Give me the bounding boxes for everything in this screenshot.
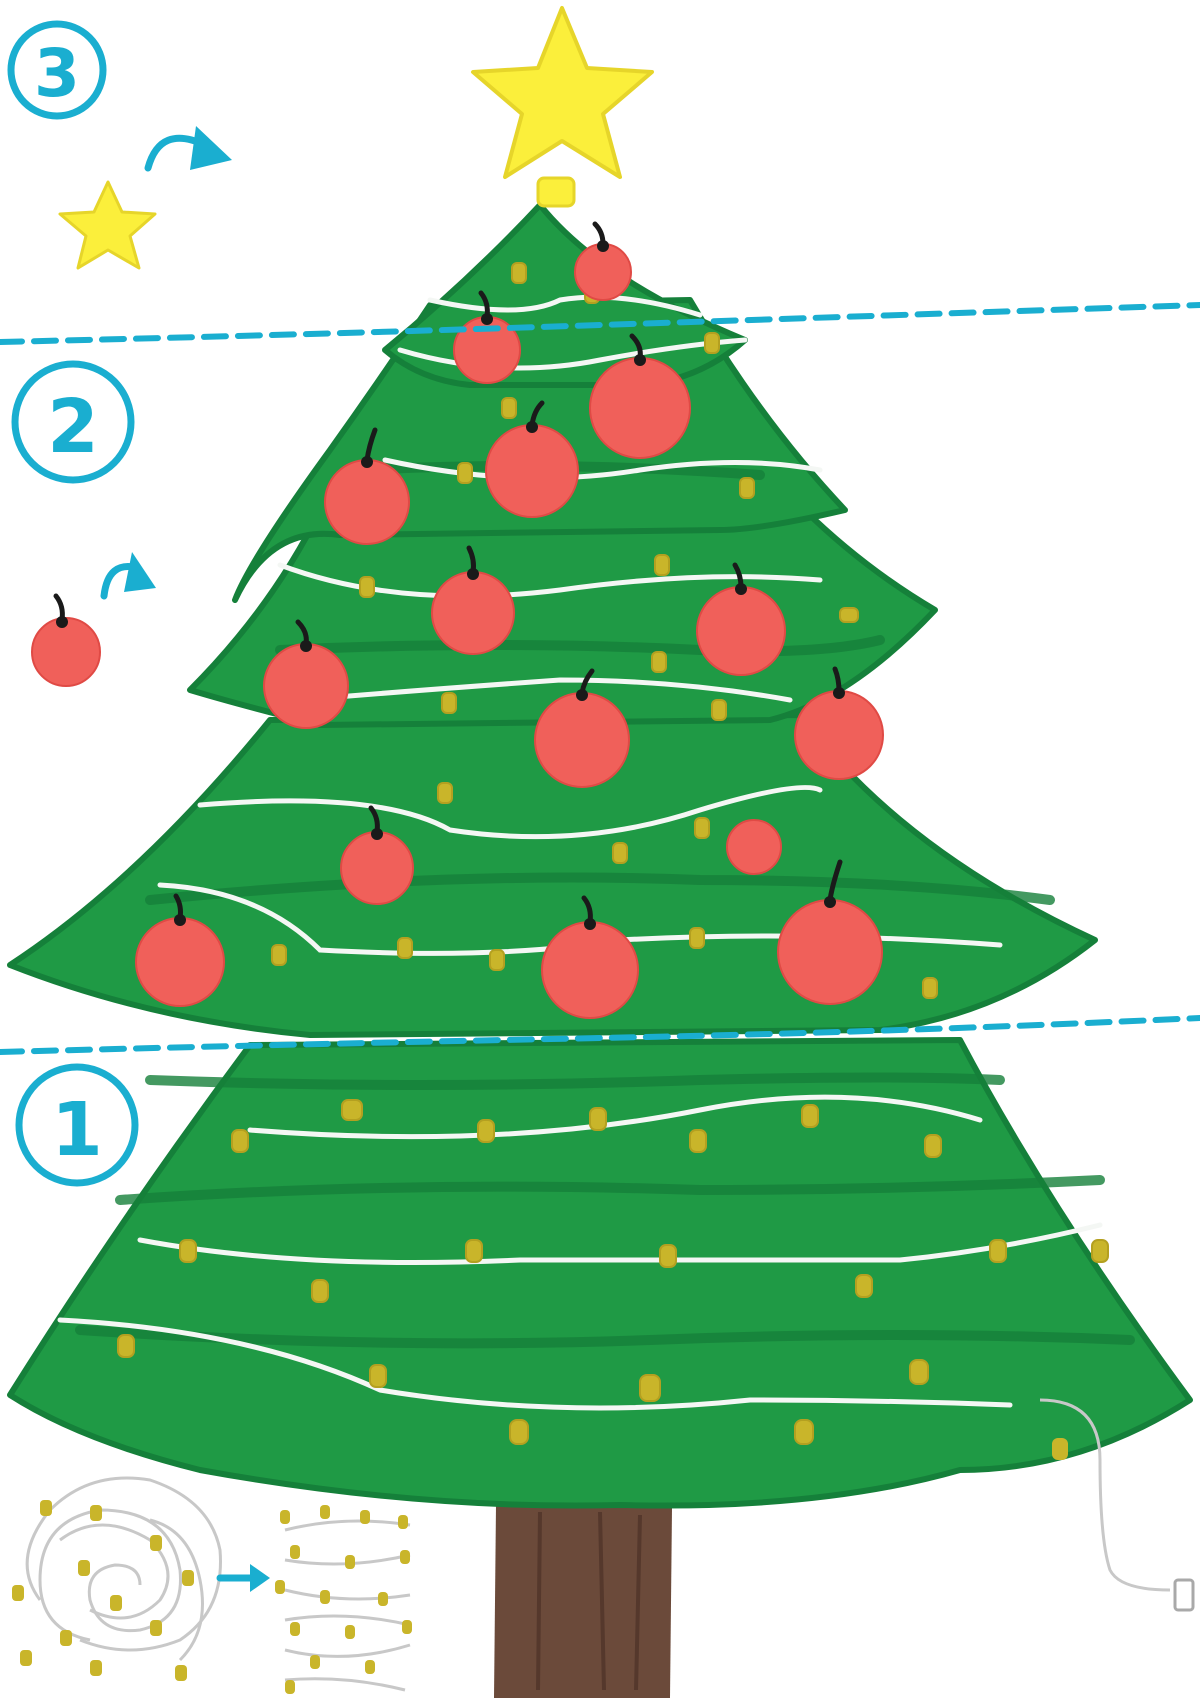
- red-bauble: [431, 571, 515, 655]
- light-bulb: [509, 1419, 529, 1445]
- step-1-arrowhead: [250, 1564, 270, 1592]
- light-bulb: [271, 944, 287, 966]
- light-bulb: [689, 927, 705, 949]
- light-bulb: [711, 699, 727, 721]
- light-bulb: [457, 462, 473, 484]
- light-bulb: [489, 949, 505, 971]
- step-1-number: 1: [51, 1087, 103, 1173]
- red-bauble: [263, 643, 349, 729]
- light-bulb: [801, 1104, 819, 1128]
- red-bauble: [574, 243, 632, 301]
- light-bulb: [359, 576, 375, 598]
- red-bauble: [726, 819, 782, 875]
- light-bulb: [794, 1419, 814, 1445]
- step-2-bauble: [31, 617, 101, 687]
- light-bulb: [117, 1334, 135, 1358]
- light-bulb: [694, 817, 710, 839]
- red-bauble: [777, 899, 883, 1005]
- step-3-number: 3: [34, 35, 80, 112]
- light-bulb: [465, 1239, 483, 1263]
- light-bulb: [909, 1359, 929, 1385]
- red-bauble: [324, 459, 410, 545]
- light-bulb: [651, 651, 667, 673]
- tangled-lights: [12, 1476, 222, 1681]
- light-bulb: [501, 397, 517, 419]
- step-1-marker: 1: [15, 1063, 139, 1187]
- step-3-arrowhead: [190, 126, 232, 170]
- step-2-arrowhead: [124, 552, 156, 592]
- red-bauble: [696, 586, 786, 676]
- red-bauble: [340, 831, 414, 905]
- light-bulb: [689, 1129, 707, 1153]
- light-bulb: [511, 262, 527, 284]
- light-bulb: [639, 1374, 661, 1402]
- tree-top-star: [471, 6, 654, 208]
- light-bulb: [477, 1119, 495, 1143]
- light-bulb: [397, 937, 413, 959]
- step-3-small-star: [58, 180, 157, 270]
- red-bauble: [534, 692, 630, 788]
- light-bulb: [839, 607, 859, 623]
- light-bulb: [704, 332, 720, 354]
- bauble-caps: [174, 240, 845, 930]
- light-bulb: [437, 782, 453, 804]
- tree-lights: [117, 262, 1109, 1445]
- light-bulb: [989, 1239, 1007, 1263]
- untangled-lights: [275, 1505, 412, 1694]
- light-bulb: [369, 1364, 387, 1388]
- tree-baubles: [135, 243, 884, 1019]
- tree-trunk: [494, 1505, 672, 1698]
- red-bauble: [589, 357, 691, 459]
- tree-trunk-grain: [536, 1511, 642, 1691]
- light-bulb: [589, 1107, 607, 1131]
- red-bauble: [541, 921, 639, 1019]
- step-2-number: 2: [47, 384, 99, 470]
- light-bulb: [855, 1274, 873, 1298]
- step-3-marker: 3: [7, 20, 107, 120]
- step-divider-bottom: [0, 1015, 1200, 1055]
- light-bulb: [1091, 1239, 1109, 1263]
- light-bulb: [311, 1279, 329, 1303]
- light-bulb: [231, 1129, 249, 1153]
- light-bulb: [654, 554, 670, 576]
- red-bauble: [794, 690, 884, 780]
- light-bulb: [924, 1134, 942, 1158]
- light-bulb: [341, 1099, 363, 1121]
- light-plug-cable: [1039, 1398, 1195, 1612]
- red-bauble: [485, 424, 579, 518]
- light-bulb: [739, 477, 755, 499]
- light-bulb: [659, 1244, 677, 1268]
- step-divider-top: [0, 302, 1200, 345]
- step-2-marker: 2: [11, 360, 135, 484]
- light-bulb: [179, 1239, 197, 1263]
- red-bauble: [135, 917, 225, 1007]
- light-bulb: [922, 977, 938, 999]
- tree-shading: [75, 461, 1135, 1349]
- light-bulb: [612, 842, 628, 864]
- light-bulb: [441, 692, 457, 714]
